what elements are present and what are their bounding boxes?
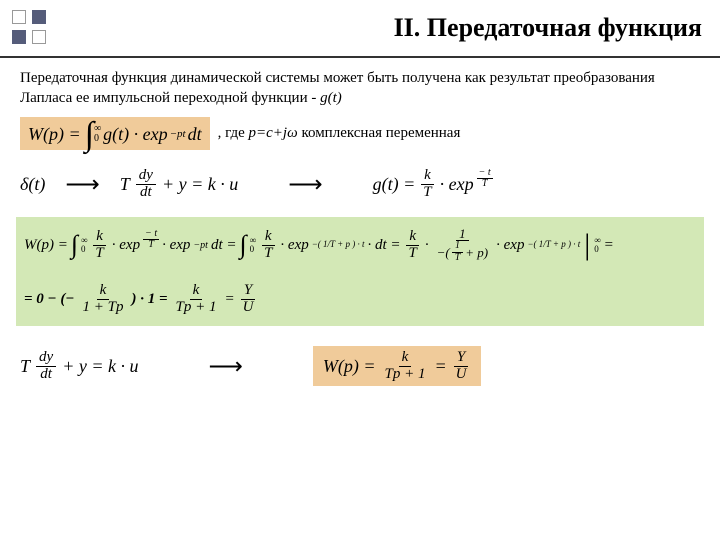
frac-big: 1 −( 1 T + p) xyxy=(434,227,492,264)
frac: k T xyxy=(261,229,275,262)
decorative-boxes xyxy=(12,10,46,44)
formula-1-box: W(p) = ∫ ∞ 0 g(t) · exp −pt dt xyxy=(20,117,210,151)
exp-sup: − t T xyxy=(477,168,493,189)
intro-func: g(t) xyxy=(320,90,342,106)
f1-exp-sup: −pt xyxy=(170,128,186,140)
f1-limits: ∞ 0 xyxy=(94,124,101,144)
frac-dydt: dy dt xyxy=(136,168,156,201)
eval-bar-icon: | xyxy=(584,233,590,257)
f1-integrand: g(t) · exp xyxy=(103,124,167,145)
frac: Y U xyxy=(453,350,470,383)
gt-expr: g(t) = k T · exp − t T xyxy=(373,168,493,201)
ode-2: T dy dt + y = k · u xyxy=(20,350,138,383)
integral-icon: ∫ xyxy=(240,235,247,256)
formula-1-row: W(p) = ∫ ∞ 0 g(t) · exp −pt dt , где p=c… xyxy=(0,117,720,151)
transfer-function-box: W(p) = k Tp + 1 = Y U xyxy=(313,346,482,387)
frac: k T xyxy=(92,229,106,262)
intro-text: Передаточная функция динамической систем… xyxy=(0,58,720,115)
ode-1: T dy dt + y = k · u xyxy=(120,168,238,201)
derivation-block: W(p) = ∫ ∞ 0 k T · exp − t T · exp −pt d… xyxy=(16,217,704,326)
bottom-row: T dy dt + y = k · u ⟶ W(p) = k Tp + 1 = … xyxy=(0,330,720,387)
int-limits: ∞ 0 xyxy=(250,236,256,254)
box-icon xyxy=(32,10,46,24)
frac-kT: k T xyxy=(420,168,434,201)
delta-t: δ(t) xyxy=(20,174,45,195)
int-limits: ∞ 0 xyxy=(81,236,87,254)
box-icon xyxy=(12,10,26,24)
arrow-icon: ⟶ xyxy=(208,352,242,381)
bar-limits: ∞ 0 xyxy=(594,236,600,254)
derivation-line-2: = 0 − (− k 1 + Tp ) · 1 = k Tp + 1 = Y U xyxy=(24,283,696,316)
frac: Y U xyxy=(240,283,257,316)
arrow-icon: ⟶ xyxy=(288,170,322,199)
box-icon xyxy=(12,30,26,44)
box-icon xyxy=(32,30,46,44)
mid-row: δ(t) ⟶ T dy dt + y = k · u ⟶ g(t) = k T … xyxy=(0,150,720,207)
formula-1-note: , где p=c+jω комплексная переменная xyxy=(218,125,461,142)
header: II. Передаточная функция xyxy=(0,0,720,58)
frac: k T xyxy=(406,229,420,262)
frac: dy dt xyxy=(36,350,56,383)
integral-icon: ∫ xyxy=(85,123,94,147)
f1-lhs: W(p) = xyxy=(28,124,81,145)
frac: k Tp + 1 xyxy=(382,350,429,383)
derivation-line-1: W(p) = ∫ ∞ 0 k T · exp − t T · exp −pt d… xyxy=(24,227,696,264)
frac: k 1 + Tp xyxy=(79,283,126,316)
frac: k Tp + 1 xyxy=(173,283,220,316)
page-title: II. Передаточная функция xyxy=(394,13,702,43)
exp-sup: − t T xyxy=(143,229,159,250)
f1-dt: dt xyxy=(188,124,202,145)
arrow-icon: ⟶ xyxy=(65,170,99,199)
integral-icon: ∫ xyxy=(71,235,78,256)
